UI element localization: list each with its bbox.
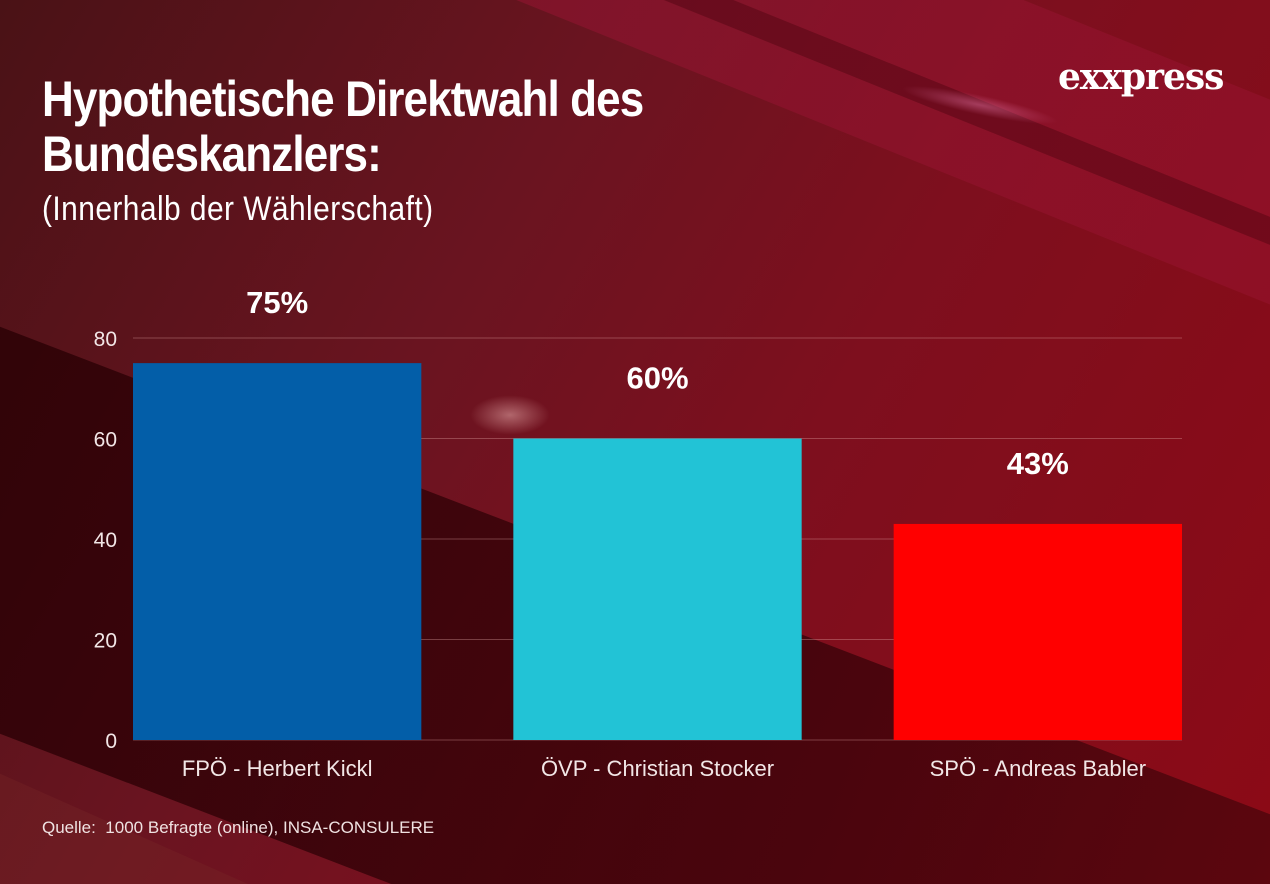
data-label: 60% xyxy=(626,361,688,396)
bar xyxy=(893,523,1182,740)
bar xyxy=(133,363,422,740)
bars xyxy=(133,363,1182,740)
data-label: 75% xyxy=(246,285,308,320)
y-axis: 0 20 40 60 80 xyxy=(94,328,117,753)
y-tick-label: 20 xyxy=(94,630,117,653)
y-tick-label: 60 xyxy=(94,429,117,452)
y-tick-label: 80 xyxy=(94,328,117,351)
chart-title: Hypothetische Direktwahl des Bundeskanzl… xyxy=(42,71,644,182)
x-tick-label: FPÖ - Herbert Kickl xyxy=(182,756,373,781)
source-note: Quelle: 1000 Befragte (online), INSA-CON… xyxy=(42,818,435,837)
data-label: 43% xyxy=(1007,446,1069,481)
x-tick-label: ÖVP - Christian Stocker xyxy=(541,756,774,781)
labels: 75% FPÖ - Herbert Kickl 60% ÖVP - Christian… xyxy=(182,285,1146,781)
light-glow xyxy=(470,395,550,435)
exxpress-logo: exxpress xyxy=(1058,56,1224,98)
y-tick-label: 0 xyxy=(105,730,117,753)
bar xyxy=(513,438,802,740)
x-tick-label: SPÖ - Andreas Babler xyxy=(930,756,1146,781)
y-tick-label: 40 xyxy=(94,529,117,552)
chart-subtitle: (Innerhalb der Wählerschaft) xyxy=(42,190,434,228)
